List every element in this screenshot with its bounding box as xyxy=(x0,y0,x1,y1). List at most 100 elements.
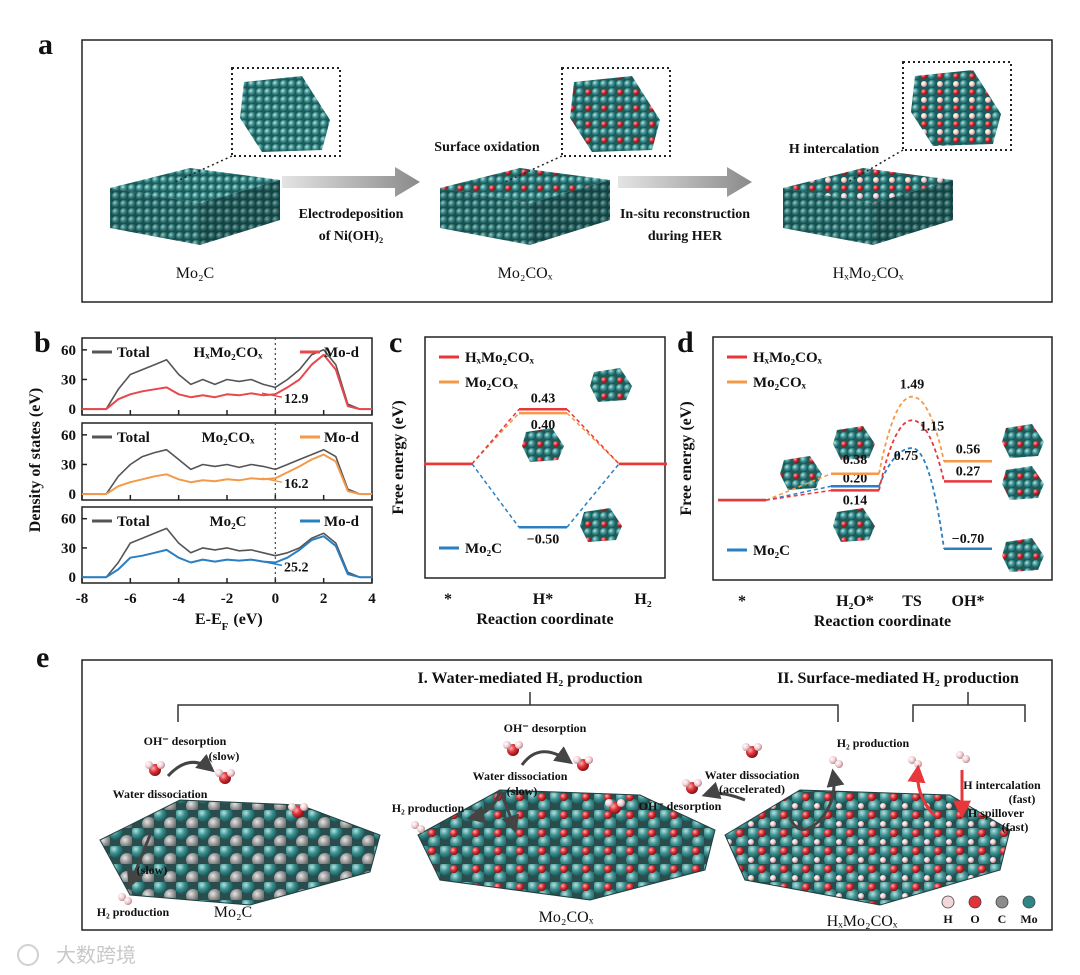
label: of Ni(OH)₂ xyxy=(319,229,383,244)
label: Free energy (eV) xyxy=(390,400,407,514)
hydrogen-atom xyxy=(914,760,922,768)
label: 0 xyxy=(69,487,77,503)
catalyst-surface xyxy=(724,789,1011,906)
inset-connector xyxy=(847,149,904,183)
catalyst-surface xyxy=(417,789,716,901)
label: (slow) xyxy=(507,784,538,798)
process-arrow xyxy=(701,781,746,802)
catalyst-surface xyxy=(99,799,381,906)
label: −0.50 xyxy=(527,532,559,547)
label: H₂O* xyxy=(836,593,874,610)
label: Reaction coordinate xyxy=(476,611,613,628)
process-arrow xyxy=(520,746,573,766)
label: OH⁻ desorption xyxy=(144,734,227,748)
slab-face xyxy=(530,180,610,245)
bracket xyxy=(912,692,1026,722)
slab-top xyxy=(783,168,953,203)
label: Mo₂COₓ xyxy=(753,375,807,391)
hydrogen-atom xyxy=(956,751,964,759)
dos-curve xyxy=(82,448,372,495)
label: Water dissociation xyxy=(113,787,208,801)
slab-face xyxy=(783,188,873,245)
hydrogen-atom xyxy=(417,825,425,833)
dos-curve xyxy=(82,535,372,579)
hydrogen-atom xyxy=(754,743,762,751)
atom-cluster xyxy=(580,508,622,542)
hydrogen-atom xyxy=(515,741,523,749)
hydrogen-atom xyxy=(694,779,702,787)
label: H₂ production xyxy=(97,905,170,919)
label: Mo-d xyxy=(324,514,360,530)
plot-frame xyxy=(424,336,666,579)
annotation-arrow xyxy=(261,560,283,567)
label: * xyxy=(444,591,452,608)
label: 30 xyxy=(61,541,76,557)
label: 0 xyxy=(69,402,77,418)
label: Total xyxy=(117,345,150,361)
label: 0.43 xyxy=(531,391,556,406)
inset-connector xyxy=(174,155,233,183)
atom-cluster xyxy=(780,456,822,490)
label: -4 xyxy=(172,591,185,607)
hydrogen-atom xyxy=(118,893,126,901)
label: Mo₂C xyxy=(210,514,247,530)
label: Mo₂C xyxy=(753,543,790,559)
hydrogen-atom xyxy=(829,756,837,764)
label: 0.38 xyxy=(843,453,868,468)
hydrogen-atom xyxy=(585,756,593,764)
label: H xyxy=(943,912,953,926)
label: Mo₂COₓ xyxy=(498,265,553,282)
label: Water dissociation xyxy=(473,769,568,783)
label: Mo xyxy=(1020,912,1037,926)
label: C xyxy=(998,912,1007,926)
plot-frame xyxy=(712,336,1053,581)
label: 1.49 xyxy=(900,378,925,393)
label: H₂ production xyxy=(837,736,910,750)
label: Density of states (eV) xyxy=(27,388,44,532)
connector xyxy=(765,489,832,501)
hydrogen-atom xyxy=(908,756,916,764)
hydrogen-atom xyxy=(411,821,419,829)
label: Reaction coordinate xyxy=(814,613,951,630)
slab-shade xyxy=(783,188,873,245)
hydrogen-atom xyxy=(617,799,625,807)
annotation-arrow xyxy=(261,477,283,483)
dos-curve xyxy=(82,353,372,411)
hydrogen-atom xyxy=(157,761,165,769)
hydrogen-atom xyxy=(573,756,581,764)
slab-face xyxy=(873,180,953,245)
label: HₓMo₂COₓ xyxy=(465,350,535,366)
hydrogen-atom xyxy=(742,743,750,751)
label: d xyxy=(677,326,694,359)
label: I. Water-mediated H₂ production xyxy=(418,670,643,687)
annotation-arrow xyxy=(261,392,283,398)
process-arrow xyxy=(126,834,152,889)
ts-curve xyxy=(878,419,945,491)
label: Total xyxy=(117,430,150,446)
label: F xyxy=(222,621,229,633)
hydrogen-atom xyxy=(962,755,970,763)
slab-face xyxy=(440,188,530,245)
panel-a-frame xyxy=(81,39,1053,303)
label: 60 xyxy=(61,428,76,444)
label: Surface oxidation xyxy=(434,140,540,155)
atom-cluster xyxy=(590,368,632,402)
label: 30 xyxy=(61,457,76,473)
label: H intercalation xyxy=(963,778,1041,792)
label: O xyxy=(970,912,979,926)
label: -2 xyxy=(221,591,234,607)
label: (fast) xyxy=(1009,792,1036,806)
connector xyxy=(471,463,520,528)
label: 0.14 xyxy=(843,493,868,508)
hydrogen-atom xyxy=(835,760,843,768)
label: e xyxy=(36,641,49,674)
label: 12.9 xyxy=(284,392,309,407)
label: H spillover xyxy=(968,806,1025,820)
label: H₂ production xyxy=(392,801,465,815)
label: H intercalation xyxy=(789,142,880,157)
label: 1.15 xyxy=(920,419,945,434)
label: HₓMo₂COₓ xyxy=(827,913,898,930)
label: OH* xyxy=(952,593,985,610)
slab-top xyxy=(110,168,280,203)
label: 60 xyxy=(61,343,76,359)
